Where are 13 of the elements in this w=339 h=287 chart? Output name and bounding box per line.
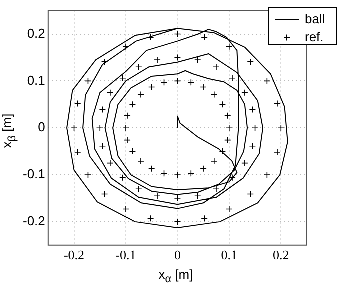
y-tick-label: -0.2	[22, 214, 46, 229]
x-tick-label: 0.2	[273, 248, 290, 263]
x-tick-label: -0.2	[64, 248, 85, 263]
y-tick-label: 0.2	[27, 26, 46, 41]
y-tick-label: -0.1	[22, 166, 46, 182]
x-tick-label: 0	[174, 248, 181, 263]
legend-label: ref.	[305, 29, 324, 44]
x-tick-label: -0.1	[116, 248, 136, 263]
legend-label: ball	[305, 11, 326, 26]
x-axis-title: x$_{α}$ [m]	[158, 267, 194, 287]
y-tick-label: 0	[38, 120, 46, 135]
x-tick-label: 0.1	[221, 248, 238, 263]
y-tick-label: 0.1	[27, 72, 46, 88]
